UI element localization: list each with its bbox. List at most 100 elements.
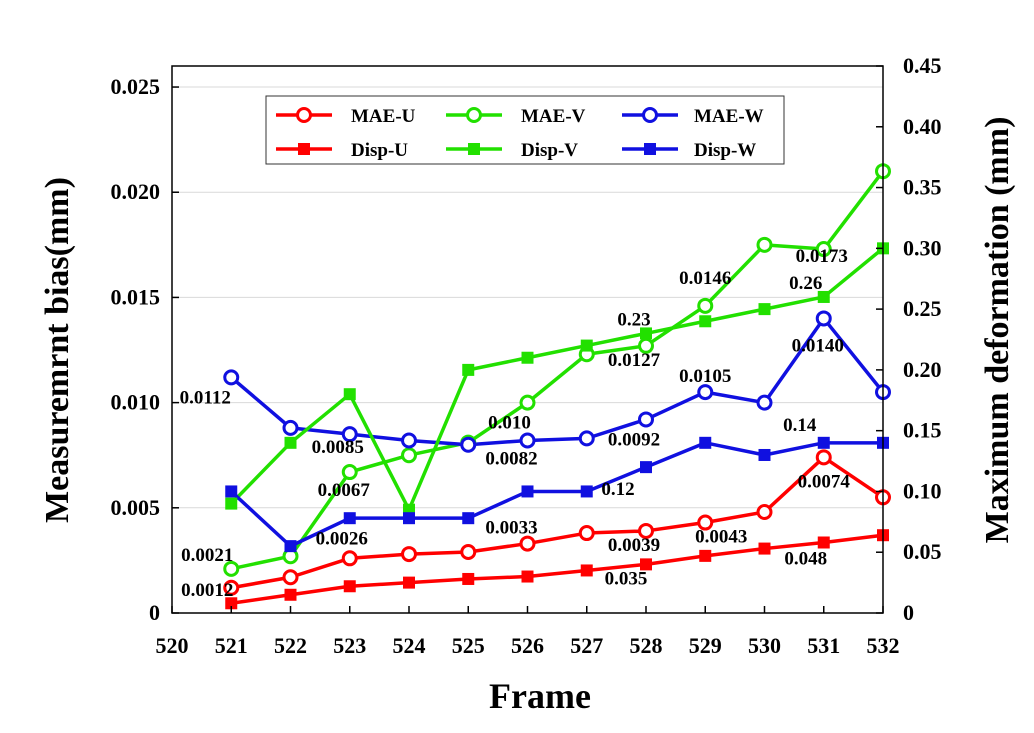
legend: MAE-U MAE-V MAE-W Disp-U Disp-V Disp-W xyxy=(265,95,785,165)
point-mae-w xyxy=(460,436,477,453)
series-line-disp-u xyxy=(231,533,884,606)
data-label: 0.0112 xyxy=(180,387,231,408)
y-left-tick-label: 0.015 xyxy=(111,284,161,309)
point-disp-w xyxy=(817,436,830,449)
point-mae-v xyxy=(815,241,832,258)
point-mae-u xyxy=(460,543,477,560)
data-label: 0.010 xyxy=(488,413,531,434)
series-line-disp-v xyxy=(229,246,885,512)
point-disp-v xyxy=(640,327,652,340)
point-mae-u xyxy=(519,535,536,552)
point-disp-w xyxy=(462,512,475,525)
x-tick-label: 532 xyxy=(867,633,900,658)
y-right-tick-label: 0.20 xyxy=(903,357,942,382)
point-mae-u xyxy=(815,449,832,466)
y-left-tick-label: 0.025 xyxy=(111,74,161,99)
point-disp-v xyxy=(284,436,297,449)
data-label: 0.0033 xyxy=(485,518,537,539)
point-disp-v xyxy=(403,503,415,516)
series-line-disp-w xyxy=(230,441,883,548)
series-line-mae-v xyxy=(230,170,885,571)
point-mae-u xyxy=(697,514,714,531)
point-mae-v xyxy=(341,464,358,481)
data-labels: 0.0012 0.0021 0.0112 0.0026 0.0067 0.0085 0.00… xyxy=(180,246,851,601)
point-disp-w xyxy=(225,485,238,498)
point-disp-v xyxy=(817,290,830,303)
x-tick-label: 526 xyxy=(511,633,544,658)
point-disp-v xyxy=(462,363,475,376)
point-mae-v xyxy=(223,560,240,577)
x-tick-label: 530 xyxy=(748,633,781,658)
y-left-tick-label: 0.020 xyxy=(111,179,161,204)
y-left-tick-label: 0 xyxy=(149,600,160,625)
legend-label: MAE-U xyxy=(351,106,416,127)
legend-label: MAE-V xyxy=(521,106,586,127)
data-label: 0.26 xyxy=(789,273,822,294)
data-label: 0.23 xyxy=(617,309,650,330)
series-line-mae-u xyxy=(230,455,884,590)
point-disp-v xyxy=(225,497,238,510)
x-axis-title: Frame xyxy=(489,676,591,716)
data-label: 0.0082 xyxy=(485,448,537,469)
point-mae-u xyxy=(223,579,240,596)
x-tick-label: 527 xyxy=(570,633,603,658)
point-mae-w xyxy=(282,419,299,436)
y-axis-right-title: Maximum deformation (mm) xyxy=(979,117,1016,544)
point-mae-w xyxy=(223,369,240,386)
data-label: 0.0127 xyxy=(608,350,661,371)
point-disp-u xyxy=(640,558,652,571)
x-tick-label: 521 xyxy=(215,633,248,658)
data-label: 0.0039 xyxy=(608,535,660,556)
legend-box xyxy=(265,95,785,165)
data-label: 0.0105 xyxy=(679,366,731,387)
data-label: 0.048 xyxy=(784,548,827,569)
data-label: 0.035 xyxy=(605,568,648,589)
point-disp-u xyxy=(699,549,712,562)
point-mae-w xyxy=(401,432,417,449)
legend-swatch-marker xyxy=(296,107,312,123)
point-mae-u xyxy=(638,522,654,539)
point-mae-v xyxy=(697,297,714,314)
point-mae-w xyxy=(638,411,654,428)
x-tick-label: 520 xyxy=(156,633,189,658)
point-mae-v xyxy=(401,447,417,464)
y-right-tick-label: 0.30 xyxy=(903,235,942,260)
point-mae-w xyxy=(519,432,536,449)
legend-swatch-marker xyxy=(642,107,658,123)
y-right-tick-label: 0.05 xyxy=(903,539,942,564)
y-axis-left-title: Measuremrnt bias(mm) xyxy=(39,177,76,523)
x-tick-label: 522 xyxy=(274,633,307,658)
data-label: 0.0074 xyxy=(798,471,851,492)
legend-label: Disp-V xyxy=(521,140,578,161)
y-right-tick-label: 0.10 xyxy=(903,478,942,503)
point-disp-u xyxy=(284,588,297,601)
y-left-tick-label: 0.005 xyxy=(111,495,161,520)
point-disp-w xyxy=(640,461,652,474)
point-disp-u xyxy=(580,564,593,577)
point-disp-v xyxy=(521,351,534,364)
point-disp-w xyxy=(580,485,593,498)
point-mae-v xyxy=(756,236,773,253)
legend-swatch-marker xyxy=(466,107,482,123)
point-disp-w xyxy=(758,448,771,461)
data-label: 0.12 xyxy=(601,479,634,500)
point-mae-w xyxy=(815,310,832,327)
point-disp-u xyxy=(343,580,356,593)
data-label: 0.0092 xyxy=(608,429,660,450)
series-markers xyxy=(223,163,891,610)
legend-label: Disp-U xyxy=(351,140,408,161)
x-tick-label: 529 xyxy=(689,633,722,658)
point-disp-v xyxy=(343,388,356,401)
data-label: 0.0173 xyxy=(796,246,848,267)
data-label: 0.0140 xyxy=(792,335,844,356)
point-mae-u xyxy=(341,550,358,567)
point-disp-w xyxy=(521,485,534,498)
point-disp-w xyxy=(284,540,297,553)
point-disp-v xyxy=(580,339,593,352)
point-disp-v xyxy=(758,303,771,316)
legend-label: MAE-W xyxy=(694,106,764,127)
y-right-tick-label: 0 xyxy=(903,600,914,625)
legend-swatch-marker xyxy=(298,143,310,155)
y-left-tick-label: 0.010 xyxy=(111,390,161,415)
